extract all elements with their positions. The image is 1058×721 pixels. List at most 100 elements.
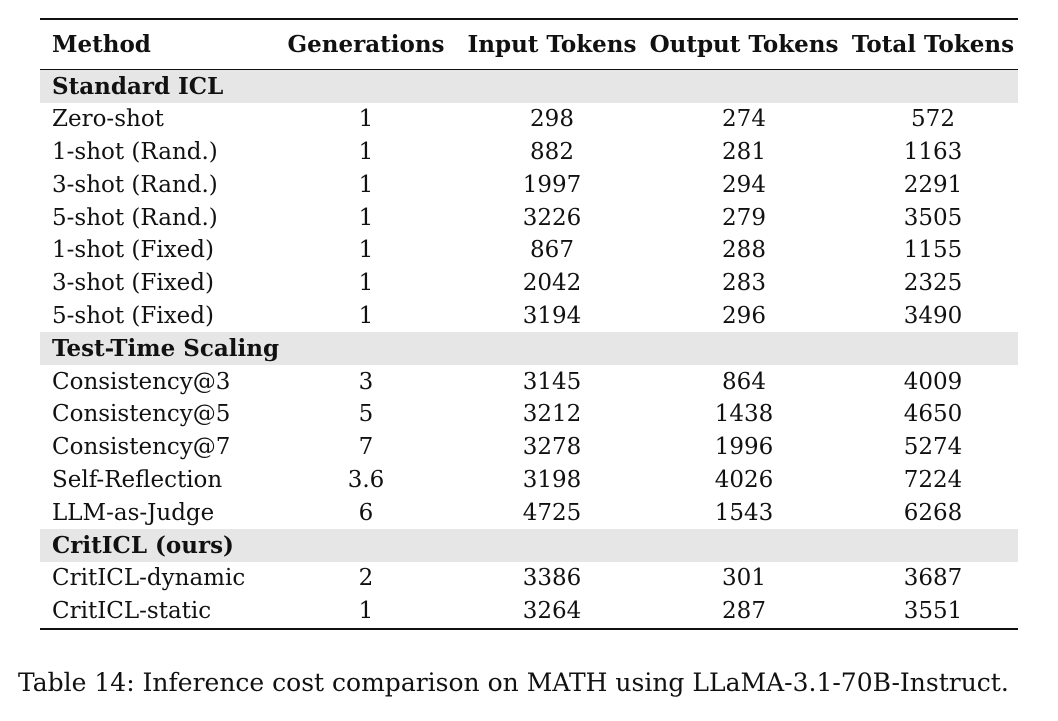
cell-output-tokens: 274 [722, 106, 766, 133]
table-body: Standard ICL Zero-shot 1 298 274 572 1-shot (R… [40, 69, 1018, 630]
cell-generations: 1 [358, 138, 374, 165]
cell-total-tokens: 2291 [903, 171, 963, 198]
cell-output-tokens: 4026 [714, 466, 774, 493]
cell-generations: 2 [358, 565, 374, 592]
cell-input-tokens: 2042 [522, 270, 582, 297]
cell-output-tokens: 864 [722, 368, 766, 395]
header-input-tokens: Input Tokens [467, 31, 637, 58]
cell-output-tokens: 1996 [714, 434, 774, 461]
cell-output-tokens: 294 [722, 171, 766, 198]
cell-output-tokens: 288 [722, 237, 766, 264]
cell-total-tokens: 1163 [903, 138, 963, 165]
inference-cost-table: Method Generations Input Tokens Output T… [40, 18, 1018, 630]
header-generations: Generations [287, 31, 445, 58]
cell-generations: 5 [358, 401, 374, 428]
cell-method: LLM-as-Judge [52, 499, 215, 526]
cell-input-tokens: 867 [530, 237, 574, 264]
cell-total-tokens: 5274 [903, 434, 963, 461]
cell-input-tokens: 3212 [522, 401, 582, 428]
cell-method: 1-shot (Fixed) [52, 237, 214, 264]
table-row: 5-shot (Rand.) 1 3226 279 3505 [40, 201, 1018, 234]
cell-generations: 1 [358, 302, 374, 329]
cell-total-tokens: 3505 [903, 204, 963, 231]
cell-input-tokens: 3145 [522, 368, 582, 395]
cell-generations: 7 [358, 434, 374, 461]
cell-total-tokens: 3551 [848, 594, 1018, 630]
table-row: CritICL-static 1 3264 287 3551 [40, 594, 1018, 630]
table-row: Zero-shot 1 298 274 572 [40, 103, 1018, 136]
cell-input-tokens: 1997 [522, 171, 582, 198]
section-title: CritICL (ours) [40, 529, 1018, 562]
cell-method: Consistency@5 [52, 401, 231, 428]
cell-output-tokens: 296 [722, 302, 766, 329]
cell-generations: 1 [358, 204, 374, 231]
header-method: Method [52, 31, 151, 58]
cell-generations: 1 [358, 106, 374, 133]
cell-output-tokens: 281 [722, 138, 766, 165]
table-caption: Table 14: Inference cost comparison on M… [18, 668, 1009, 697]
cell-input-tokens: 3194 [522, 302, 582, 329]
cell-generations: 3.6 [347, 466, 385, 493]
cell-output-tokens: 287 [640, 594, 848, 630]
cell-total-tokens: 7224 [903, 466, 963, 493]
cell-total-tokens: 3490 [903, 302, 963, 329]
cell-input-tokens: 298 [530, 106, 574, 133]
cell-output-tokens: 301 [722, 565, 766, 592]
table-header-row: Method Generations Input Tokens Output T… [40, 19, 1018, 70]
cell-input-tokens: 882 [530, 138, 574, 165]
cell-total-tokens: 3687 [903, 565, 963, 592]
section-title: Test-Time Scaling [40, 332, 1018, 366]
cell-output-tokens: 283 [722, 270, 766, 297]
table-row: Consistency@7 7 3278 1996 5274 [40, 431, 1018, 464]
cell-method: 1-shot (Rand.) [52, 138, 218, 165]
cell-generations: 6 [358, 499, 374, 526]
cell-generations: 1 [358, 237, 374, 264]
cell-generations: 1 [358, 270, 374, 297]
table-row: Consistency@3 3 3145 864 4009 [40, 365, 1018, 398]
table-row: Consistency@5 5 3212 1438 4650 [40, 398, 1018, 431]
cell-total-tokens: 572 [911, 106, 955, 133]
cell-total-tokens: 4650 [903, 401, 963, 428]
cost-table-container: Method Generations Input Tokens Output T… [40, 18, 1018, 630]
table-row: LLM-as-Judge 6 4725 1543 6268 [40, 496, 1018, 529]
section-title: Standard ICL [40, 69, 1018, 103]
cell-generations: 1 [268, 594, 464, 630]
table-row: 1-shot (Fixed) 1 867 288 1155 [40, 234, 1018, 267]
cell-total-tokens: 4009 [903, 368, 963, 395]
cell-input-tokens: 3198 [522, 466, 582, 493]
cell-method: CritICL-static [40, 594, 268, 630]
cell-input-tokens: 3386 [522, 565, 582, 592]
cell-method: 3-shot (Rand.) [52, 171, 218, 198]
cell-total-tokens: 6268 [903, 499, 963, 526]
cell-method: 5-shot (Fixed) [52, 302, 214, 329]
table-row: CritICL-dynamic 2 3386 301 3687 [40, 562, 1018, 595]
cell-output-tokens: 1438 [714, 401, 774, 428]
cell-output-tokens: 279 [722, 204, 766, 231]
table-row: 3-shot (Fixed) 1 2042 283 2325 [40, 267, 1018, 300]
cell-generations: 1 [358, 171, 374, 198]
cell-total-tokens: 2325 [903, 270, 963, 297]
cell-method: Self-Reflection [52, 466, 223, 493]
header-output-tokens: Output Tokens [649, 31, 839, 58]
header-total-tokens: Total Tokens [851, 31, 1015, 58]
cell-input-tokens: 3226 [522, 204, 582, 231]
cell-method: 5-shot (Rand.) [52, 204, 218, 231]
cell-generations: 3 [358, 368, 374, 395]
cell-input-tokens: 3264 [464, 594, 640, 630]
cell-method: Consistency@3 [52, 368, 231, 395]
cell-input-tokens: 3278 [522, 434, 582, 461]
section-header-row: CritICL (ours) [40, 529, 1018, 562]
cell-method: 3-shot (Fixed) [52, 270, 214, 297]
table-row: 1-shot (Rand.) 1 882 281 1163 [40, 136, 1018, 169]
table-row: Self-Reflection 3.6 3198 4026 7224 [40, 464, 1018, 497]
section-header-row: Standard ICL [40, 69, 1018, 103]
cell-total-tokens: 1155 [903, 237, 963, 264]
cell-method: Consistency@7 [52, 434, 231, 461]
cell-method: CritICL-dynamic [52, 565, 246, 592]
cell-method: Zero-shot [52, 106, 164, 133]
cell-output-tokens: 1543 [714, 499, 774, 526]
cell-input-tokens: 4725 [522, 499, 582, 526]
table-row: 5-shot (Fixed) 1 3194 296 3490 [40, 300, 1018, 333]
table-row: 3-shot (Rand.) 1 1997 294 2291 [40, 168, 1018, 201]
section-header-row: Test-Time Scaling [40, 332, 1018, 366]
